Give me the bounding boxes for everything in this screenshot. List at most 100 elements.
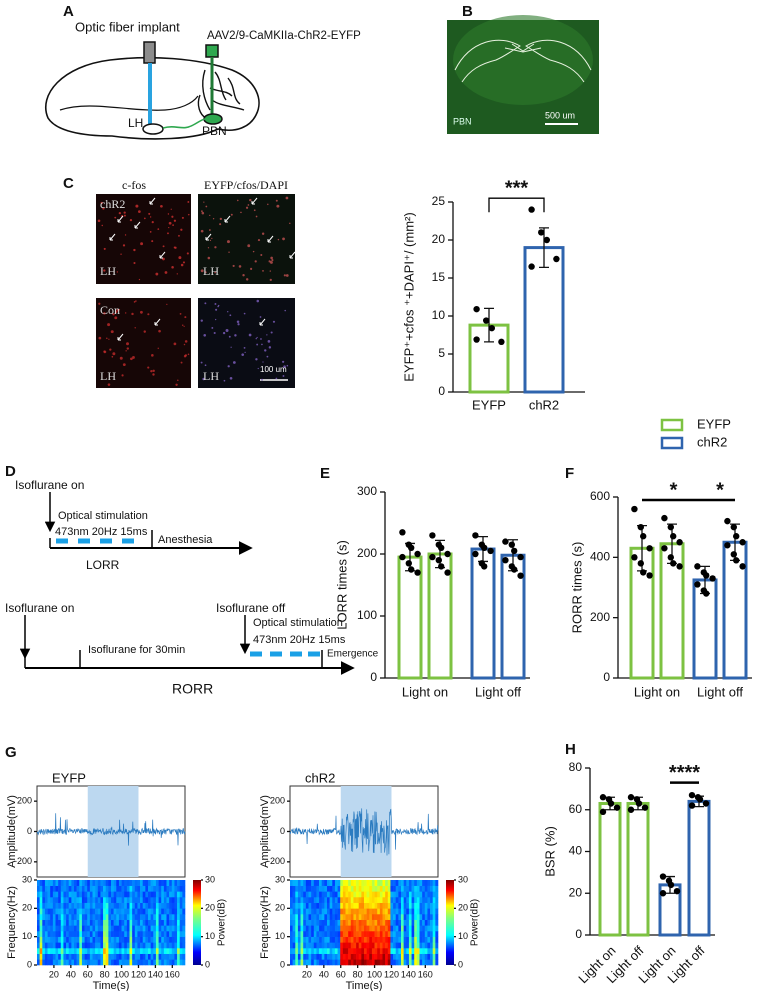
spectrogram-cell (411, 885, 415, 892)
atlas-outline (454, 39, 592, 83)
y-tick-label: 25 (432, 194, 446, 208)
spectrogram-cell (369, 925, 373, 932)
data-point (414, 569, 421, 576)
spectrogram-cell (79, 931, 83, 937)
spectrogram-cell (92, 925, 96, 932)
spectrogram-cell (419, 931, 423, 937)
freq-tick-label: 30 (275, 874, 285, 884)
spectrogram-cell (295, 885, 299, 892)
spectrogram-cell (79, 919, 83, 926)
spectrogram-cell (68, 936, 72, 943)
spectrogram-cell (47, 925, 51, 932)
spectrogram-cell (42, 891, 46, 898)
cell-signal (106, 337, 108, 339)
spectrogram-cell (140, 897, 144, 903)
spectrogram-cell (52, 885, 56, 892)
spectrogram-cell (166, 936, 170, 943)
spectrogram-cell (121, 885, 125, 892)
spectrogram-cell (171, 891, 175, 898)
spectrogram-cell (358, 959, 362, 966)
spectrogram-cell (379, 885, 383, 892)
spectrogram-cell (52, 942, 56, 949)
spectrogram-cell (408, 908, 412, 915)
spectrogram-cell (408, 936, 412, 943)
cell-signal (184, 340, 188, 343)
spectrogram-cell (179, 948, 183, 954)
spectrogram-cell (116, 953, 120, 960)
spectrogram-cell (329, 885, 333, 892)
brain-schematic (45, 41, 260, 140)
spectrogram-cell (118, 948, 122, 954)
x-tick-label: 60 (83, 969, 93, 979)
spectrogram-cell (393, 908, 397, 915)
cell-signal (266, 334, 268, 336)
spectrogram-cell (408, 891, 412, 898)
spectrogram-cell (350, 919, 354, 926)
spectrogram-cell (422, 936, 426, 943)
spectrogram-cell (305, 885, 309, 892)
spectrogram-cell (132, 891, 136, 898)
cell-signal (203, 201, 205, 203)
spectrogram-cell (340, 959, 344, 966)
spectrogram-cell (382, 908, 386, 915)
spectrogram-cell (177, 880, 181, 886)
spectrogram-cell (324, 908, 328, 915)
spectrogram-cell (179, 925, 183, 932)
spectrogram-cell (427, 885, 431, 892)
cell-signal (116, 271, 119, 273)
spectrogram-cell (398, 936, 402, 943)
spectrogram-cell (79, 880, 83, 886)
data-point (444, 569, 451, 576)
spectrogram-cell (414, 885, 418, 892)
spectrogram-cell (58, 908, 62, 915)
spectrogram-cell (313, 880, 317, 886)
spectrogram-cell (108, 925, 112, 932)
cell-signal (228, 251, 230, 253)
spectrogram-cell (155, 931, 159, 937)
spectrogram-cell (66, 959, 70, 966)
spectrogram-cell (292, 942, 296, 949)
spectrogram-cell (295, 902, 299, 909)
spectrogram-cell (350, 885, 354, 892)
spectrogram-cell (116, 925, 120, 932)
spectrogram-cell (374, 948, 378, 954)
spectrogram-cell (108, 942, 112, 949)
spectrogram-cell (345, 919, 349, 926)
spectrogram-cell (148, 925, 151, 932)
spectrogram-cell (316, 897, 320, 903)
spectrogram-cell (329, 959, 333, 966)
spectrogram-cell (177, 931, 181, 937)
data-point (676, 563, 683, 570)
spectrogram-cell (401, 902, 404, 909)
spectrogram-cell (55, 948, 59, 954)
spectrogram-cell (332, 953, 336, 960)
spectrogram-cell (369, 902, 373, 909)
y-axis-label: BSR (%) (542, 826, 557, 877)
spectrogram-cell (179, 959, 183, 966)
spectrogram-cell (47, 891, 51, 898)
spectrogram-cell (103, 953, 107, 960)
cell-signal (151, 354, 154, 357)
spectrogram-cell (89, 931, 93, 937)
spectrogram-cell (342, 925, 346, 932)
spectrogram-cell (66, 880, 70, 886)
spectrogram-cell (60, 948, 64, 954)
cell-signal (135, 300, 137, 302)
cell-signal (138, 210, 141, 213)
spectrogram-cell (406, 959, 410, 966)
spectrogram-cell (427, 914, 431, 920)
spectrogram-cell (177, 902, 181, 909)
spectrogram-cell (47, 919, 51, 926)
spectrogram-cell (68, 931, 72, 937)
spectrogram-cell (137, 880, 141, 886)
spectrogram-cell (416, 948, 420, 954)
data-point (599, 794, 607, 801)
spectrogram-cell (89, 914, 93, 920)
cell-signal (261, 343, 263, 346)
data-point (517, 553, 524, 561)
spectrogram-cell (87, 908, 91, 915)
spectrogram-cell (432, 897, 436, 903)
cell-signal (270, 331, 273, 334)
spectrogram-cell (427, 948, 431, 954)
spectrogram-cell (142, 942, 146, 949)
